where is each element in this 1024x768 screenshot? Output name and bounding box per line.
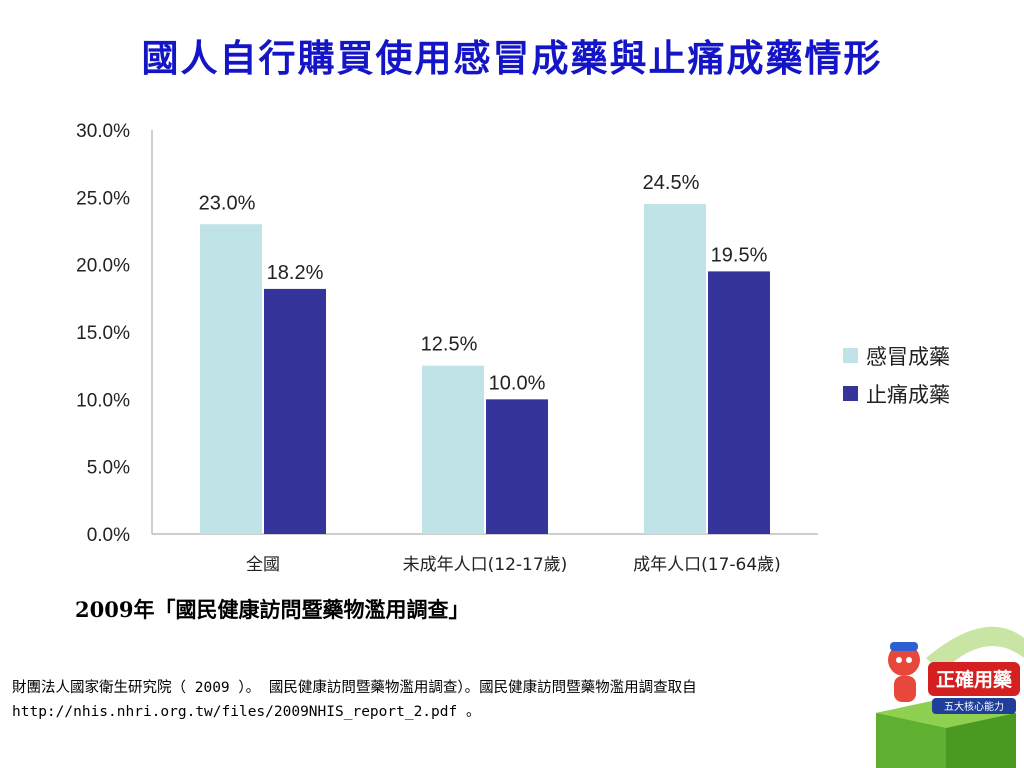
x-category-label: 未成年人口(12-17歲) [403,555,568,575]
y-tick-label: 0.0% [87,525,130,546]
data-label: 10.0% [489,372,546,394]
mascot-head [888,644,920,676]
data-label: 23.0% [199,192,256,214]
y-tick-label: 20.0% [76,256,130,277]
logo-subtext: 五大核心能力 [944,700,1004,713]
bar-cold-2 [644,204,706,535]
mascot-body [894,676,916,702]
data-label: 12.5% [421,334,478,356]
x-category-label: 全國 [246,555,280,575]
legend-label: 止痛成藥 [866,383,950,407]
source-title: 2009年「國民健康訪問暨藥物濫用調查」 [75,597,470,622]
logo-text: 正確用藥 [936,668,1013,691]
data-label: 24.5% [643,172,700,194]
bar-cold-0 [200,224,262,534]
bar-cold-1 [422,365,484,534]
bar-pain-2 [708,271,770,534]
page-title: 國人自行購買使用感冒成藥與止痛成藥情形 [141,36,883,80]
x-category-label: 成年人口(17-64歲) [633,555,781,575]
bar-chart: 0.0% 5.0% 10.0% 15.0% 20.0% 25.0% 30.0% 23.0% 1… [76,121,950,575]
y-tick-label: 30.0% [76,121,130,142]
bar-pain-0 [264,288,326,534]
logo-badge: 正確用藥 五大核心能力 [928,662,1020,714]
data-label: 18.2% [267,262,324,284]
citation-text: 財團法人國家衛生研究院（ 2009 ）。 國民健康訪問暨藥物濫用調查）。國民健康… [12,680,697,720]
y-tick-label: 10.0% [76,390,130,411]
legend-label: 感冒成藥 [866,345,950,369]
legend-swatch [843,386,858,401]
y-tick-label: 15.0% [76,323,130,344]
logo-swoosh [926,626,1024,673]
y-tick-label: 5.0% [87,458,130,479]
data-label: 19.5% [711,244,768,266]
bar-pain-1 [486,399,548,534]
mascot-cap [890,642,918,651]
legend-swatch [843,348,858,363]
y-tick-label: 25.0% [76,188,130,209]
logo: 正確用藥 五大核心能力 [876,626,1024,768]
